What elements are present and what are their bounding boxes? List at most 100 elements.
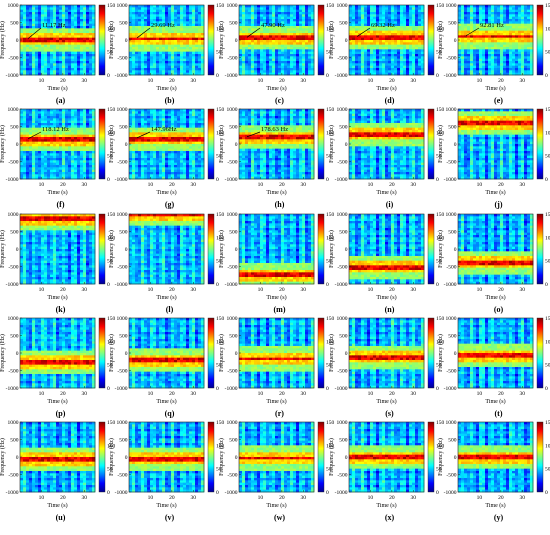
- colorbar-tick-label: 0: [107, 490, 110, 496]
- y-tick-label: 500: [448, 21, 457, 27]
- colorbar-tick-label: 0: [545, 73, 548, 79]
- y-tick-label: -500: [337, 265, 347, 271]
- x-tick-label: 30: [520, 182, 526, 188]
- y-tick-label: 0: [125, 247, 128, 253]
- colorbar-tick-label: 0: [326, 73, 329, 79]
- x-tick-label: 30: [411, 78, 417, 84]
- y-tick-label: 1000: [446, 212, 457, 218]
- y-tick-label: 500: [339, 230, 348, 236]
- y-tick-label: 1000: [337, 107, 348, 113]
- x-axis-label: Time (s): [47, 189, 67, 196]
- x-tick-label: 20: [498, 78, 504, 84]
- y-tick-label: 500: [10, 438, 19, 444]
- y-tick-label: -1000: [225, 282, 238, 288]
- y-tick-label: -500: [337, 369, 347, 375]
- y-tick-label: 0: [345, 351, 348, 357]
- colorbar: [208, 214, 214, 284]
- y-axis-label: Frequency (Hz): [218, 230, 225, 268]
- panel-label: (u): [56, 513, 66, 522]
- y-tick-label: -500: [117, 56, 127, 62]
- y-tick-label: 0: [235, 142, 238, 148]
- y-tick-label: 1000: [8, 107, 19, 113]
- panel-label: (s): [385, 409, 394, 418]
- x-axis-label: Time (s): [485, 398, 505, 405]
- colorbar-tick-label: 150: [545, 420, 550, 426]
- x-tick-label: 20: [498, 182, 504, 188]
- y-tick-label: 0: [125, 351, 128, 357]
- y-tick-label: -500: [8, 265, 18, 271]
- frequency-annotation: 11.17 Hz: [42, 22, 66, 29]
- colorbar-tick-label: 150: [436, 3, 445, 9]
- y-axis-label: Frequency (Hz): [0, 230, 6, 268]
- x-tick-label: 10: [148, 182, 154, 188]
- y-tick-label: 1000: [227, 107, 238, 113]
- colorbar: [208, 318, 214, 388]
- y-tick-label: -500: [227, 473, 237, 479]
- y-tick-label: 500: [119, 125, 128, 131]
- colorbar-tick-label: 150: [107, 3, 116, 9]
- heatmap-cells: [458, 214, 533, 284]
- colorbar: [537, 318, 543, 388]
- panel-label: (a): [56, 96, 66, 105]
- y-tick-label: 1000: [337, 420, 348, 426]
- y-tick-label: 1000: [8, 420, 19, 426]
- heatmap-cells: [239, 422, 314, 492]
- colorbar: [318, 422, 324, 492]
- x-tick-label: 10: [368, 78, 374, 84]
- y-tick-label: -1000: [115, 386, 128, 392]
- x-tick-label: 20: [60, 78, 66, 84]
- y-tick-label: 500: [448, 334, 457, 340]
- y-axis-label: Frequency (Hz): [0, 125, 6, 163]
- colorbar-tick-label: 150: [216, 3, 225, 9]
- colorbar-tick-label: 0: [545, 386, 548, 392]
- x-axis-label: Time (s): [156, 398, 176, 405]
- heatmap-cells: [239, 318, 314, 388]
- y-tick-label: 500: [339, 21, 348, 27]
- x-tick-label: 20: [60, 287, 66, 293]
- y-tick-label: -500: [446, 265, 456, 271]
- y-tick-label: 1000: [8, 212, 19, 218]
- y-tick-label: 500: [229, 438, 238, 444]
- y-tick-label: -1000: [335, 490, 348, 496]
- x-tick-label: 30: [191, 78, 197, 84]
- x-tick-label: 20: [279, 391, 285, 397]
- y-axis-label: Frequency (Hz): [218, 334, 225, 372]
- y-axis-label: Frequency (Hz): [328, 21, 335, 59]
- colorbar: [537, 109, 543, 179]
- x-tick-label: 20: [60, 182, 66, 188]
- x-tick-label: 30: [301, 182, 307, 188]
- panel-label: (b): [165, 96, 175, 105]
- y-tick-label: -500: [337, 56, 347, 62]
- colorbar-tick-label: 150: [326, 212, 335, 218]
- y-tick-label: -1000: [444, 177, 457, 183]
- x-tick-label: 30: [301, 78, 307, 84]
- y-tick-label: -1000: [115, 490, 128, 496]
- x-tick-label: 10: [258, 391, 264, 397]
- colorbar-tick-label: 0: [326, 177, 329, 183]
- x-axis-label: Time (s): [156, 189, 176, 196]
- y-tick-label: 0: [345, 247, 348, 253]
- x-tick-label: 10: [258, 182, 264, 188]
- x-tick-label: 20: [60, 495, 66, 501]
- panel-label: (x): [385, 513, 395, 522]
- y-axis-label: Frequency (Hz): [437, 125, 444, 163]
- y-tick-label: -1000: [335, 177, 348, 183]
- frequency-annotation: 118.12 Hz: [42, 126, 69, 133]
- y-tick-label: 0: [16, 38, 19, 44]
- panel-label: (w): [274, 513, 285, 522]
- y-tick-label: 500: [339, 438, 348, 444]
- y-tick-label: 0: [454, 142, 457, 148]
- x-tick-label: 10: [148, 495, 154, 501]
- colorbar: [428, 109, 434, 179]
- colorbar-tick-label: 100: [545, 339, 550, 345]
- y-tick-label: 0: [345, 142, 348, 148]
- heatmap-cells: [349, 422, 424, 492]
- colorbar: [428, 318, 434, 388]
